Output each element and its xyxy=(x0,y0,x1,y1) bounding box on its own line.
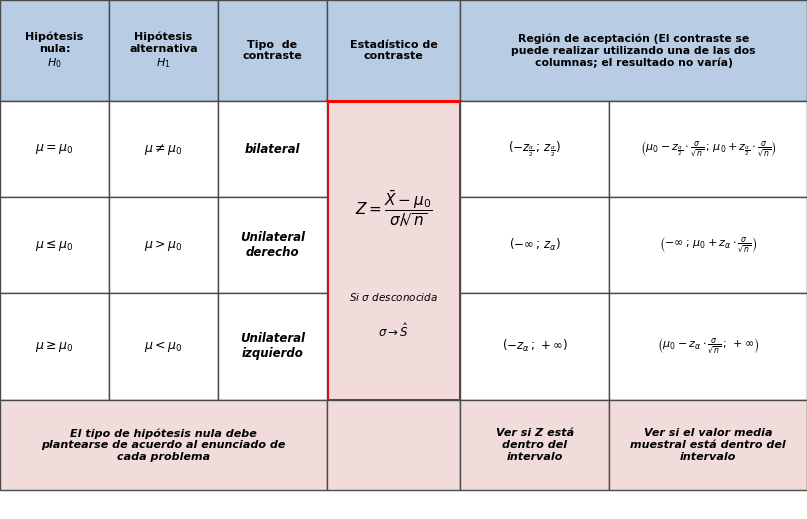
Text: $\mu < \mu_0$: $\mu < \mu_0$ xyxy=(144,339,182,354)
Bar xyxy=(460,0,807,101)
Bar xyxy=(460,197,609,293)
Bar xyxy=(0,400,327,490)
Text: Hipótesis
alternativa
$H_1$: Hipótesis alternativa $H_1$ xyxy=(129,32,198,70)
Bar xyxy=(609,293,807,400)
Bar xyxy=(0,0,109,101)
Text: Región de aceptación (El contraste se
puede realizar utilizando una de las dos
c: Región de aceptación (El contraste se pu… xyxy=(512,33,755,68)
Text: Unilateral
izquierdo: Unilateral izquierdo xyxy=(240,333,305,360)
Bar xyxy=(327,400,460,490)
Bar xyxy=(0,197,109,293)
Text: Hipótesis
nula:
$H_0$: Hipótesis nula: $H_0$ xyxy=(25,32,84,70)
Text: $\mu \geq \mu_0$: $\mu \geq \mu_0$ xyxy=(36,339,73,354)
Bar xyxy=(327,101,460,400)
Text: $\mu \leq \mu_0$: $\mu \leq \mu_0$ xyxy=(36,238,73,253)
Bar xyxy=(109,101,218,197)
Bar xyxy=(218,293,327,400)
Bar xyxy=(609,400,807,490)
Text: $\sigma \rightarrow \hat{S}$: $\sigma \rightarrow \hat{S}$ xyxy=(378,322,409,340)
Bar xyxy=(109,197,218,293)
Bar xyxy=(609,101,807,197)
Bar xyxy=(460,101,609,197)
Text: bilateral: bilateral xyxy=(245,143,300,156)
Text: Ver si Z está
dentro del
intervalo: Ver si Z está dentro del intervalo xyxy=(495,429,574,461)
Text: $\left(-z_{\frac{\alpha}{2}}\,;\,z_{\frac{\alpha}{2}}\right)$: $\left(-z_{\frac{\alpha}{2}}\,;\,z_{\fra… xyxy=(508,140,561,159)
Bar xyxy=(109,0,218,101)
Bar xyxy=(218,101,327,197)
Bar xyxy=(218,0,327,101)
Bar xyxy=(109,293,218,400)
Bar xyxy=(0,101,109,197)
Text: Estadístico de
contraste: Estadístico de contraste xyxy=(349,40,437,61)
Text: $\mu > \mu_0$: $\mu > \mu_0$ xyxy=(144,238,182,253)
Bar xyxy=(0,293,109,400)
Text: $\mu \neq \mu_0$: $\mu \neq \mu_0$ xyxy=(144,142,182,157)
Text: Unilateral
derecho: Unilateral derecho xyxy=(240,231,305,259)
Text: $\mu = \mu_0$: $\mu = \mu_0$ xyxy=(36,142,73,156)
Text: El tipo de hipótesis nula debe
plantearse de acuerdo al enunciado de
cada proble: El tipo de hipótesis nula debe plantears… xyxy=(41,428,286,462)
Text: $\left(-\infty\,;\,z_{\alpha}\right)$: $\left(-\infty\,;\,z_{\alpha}\right)$ xyxy=(508,237,561,253)
Bar xyxy=(460,293,609,400)
Bar xyxy=(460,400,609,490)
Bar xyxy=(218,197,327,293)
Text: $Z=\dfrac{\bar{X}-\mu_0}{\sigma/\!\sqrt{n}}$: $Z=\dfrac{\bar{X}-\mu_0}{\sigma/\!\sqrt{… xyxy=(354,188,433,229)
Text: Ver si el valor media
muestral está dentro del
intervalo: Ver si el valor media muestral está dent… xyxy=(630,429,786,461)
Bar xyxy=(327,101,460,400)
Text: $\left(-z_{\alpha}\,;\,+\infty\right)$: $\left(-z_{\alpha}\,;\,+\infty\right)$ xyxy=(501,338,568,354)
Text: $Si\ \sigma\ desconocida$: $Si\ \sigma\ desconocida$ xyxy=(349,291,438,303)
Text: $\left(-\infty\,;\,\mu_0 + z_{\alpha}\cdot\frac{\sigma}{\sqrt{n}}\right)$: $\left(-\infty\,;\,\mu_0 + z_{\alpha}\cd… xyxy=(659,235,757,255)
Text: $\left(\mu_0 - z_{\alpha}\cdot\frac{\sigma}{\sqrt{n}}\,;\,+\infty\right)$: $\left(\mu_0 - z_{\alpha}\cdot\frac{\sig… xyxy=(657,336,759,357)
Text: Tipo  de
contraste: Tipo de contraste xyxy=(242,40,303,61)
Bar xyxy=(609,197,807,293)
Text: $\left(\mu_0 - z_{\frac{\alpha}{2}}\cdot\frac{\sigma}{\sqrt{n}}\,;\,\mu_0 + z_{\: $\left(\mu_0 - z_{\frac{\alpha}{2}}\cdot… xyxy=(640,139,776,159)
Bar xyxy=(327,0,460,101)
